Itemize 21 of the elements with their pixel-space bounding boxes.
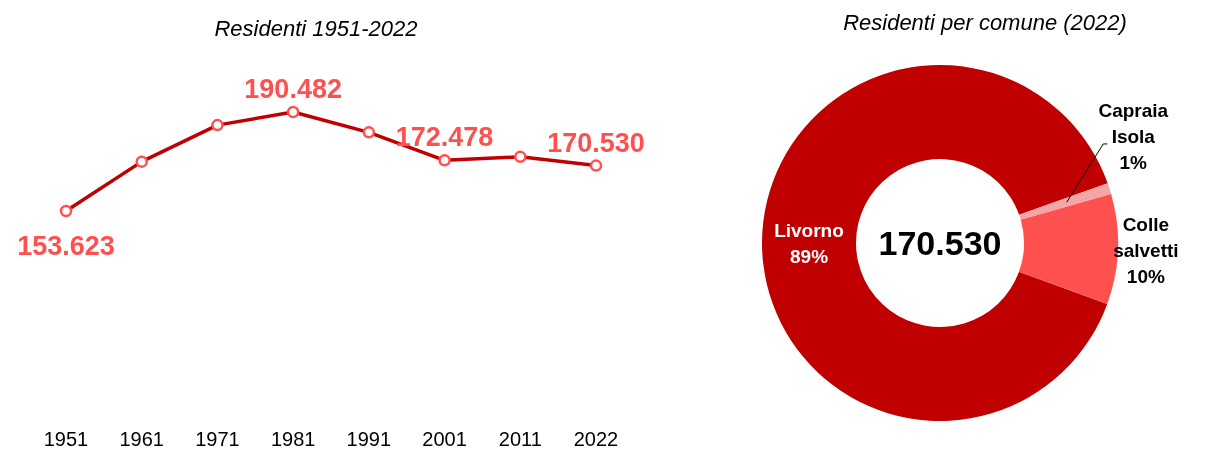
data-label: 170.530: [547, 127, 645, 158]
chart-title: Residenti per comune (2022): [843, 10, 1127, 35]
x-tick-label: 1991: [346, 428, 392, 450]
text: 170.530: [878, 224, 1002, 262]
x-tick-label: 1961: [119, 428, 164, 450]
slice-label: Capraia Isola: [1098, 99, 1169, 147]
x-tick-label: 1971: [195, 428, 240, 450]
x-tick-label: 1951: [43, 428, 89, 450]
data-label: 89%: [789, 245, 829, 267]
chart-title: Residenti 1951-2022: [214, 16, 418, 41]
donut-slice: [1019, 183, 1112, 220]
slice-label: Livorno: [774, 219, 844, 241]
data-label: 1%: [1119, 151, 1148, 173]
data-label: 10%: [1126, 266, 1165, 288]
data-label: 153.623: [17, 231, 115, 261]
x-tick-label: 2011: [498, 428, 542, 450]
data-label: 172.478: [395, 122, 494, 153]
data-label: 190.482: [244, 74, 342, 104]
x-tick-label: 2022: [573, 428, 619, 450]
x-tick-label: 1981: [270, 428, 316, 450]
x-tick-label: 2001: [422, 428, 467, 450]
